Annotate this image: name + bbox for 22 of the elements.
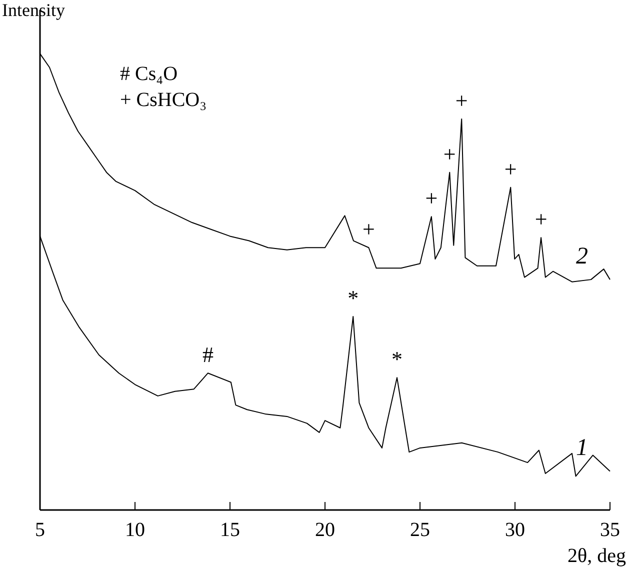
annotation: + [443, 141, 456, 166]
annotation: + CsHCO₃ [120, 89, 207, 111]
x-tick-label: 25 [410, 519, 430, 542]
x-tick-label: 10 [125, 519, 145, 542]
x-tick-label: 30 [505, 519, 525, 542]
annotation: + [534, 206, 548, 232]
annotation: # [202, 342, 214, 368]
x-tick-label: 15 [220, 519, 240, 542]
annotation: * [392, 346, 403, 372]
annotation: + [362, 216, 375, 242]
annotation: + [455, 88, 468, 113]
x-tick-label: 20 [315, 519, 335, 542]
annotation: * [348, 286, 359, 311]
x-axis-title: 2θ, deg [568, 545, 626, 567]
y-axis-title: Intensity [2, 0, 65, 20]
x-tick-label: 5 [35, 519, 45, 542]
annotation: # Cs₄O [120, 63, 178, 85]
annotation: + [504, 156, 517, 182]
series-label: 1 [576, 435, 588, 462]
x-tick-label: 35 [600, 519, 620, 542]
series-label: 2 [576, 244, 588, 270]
annotation: + [425, 186, 438, 211]
